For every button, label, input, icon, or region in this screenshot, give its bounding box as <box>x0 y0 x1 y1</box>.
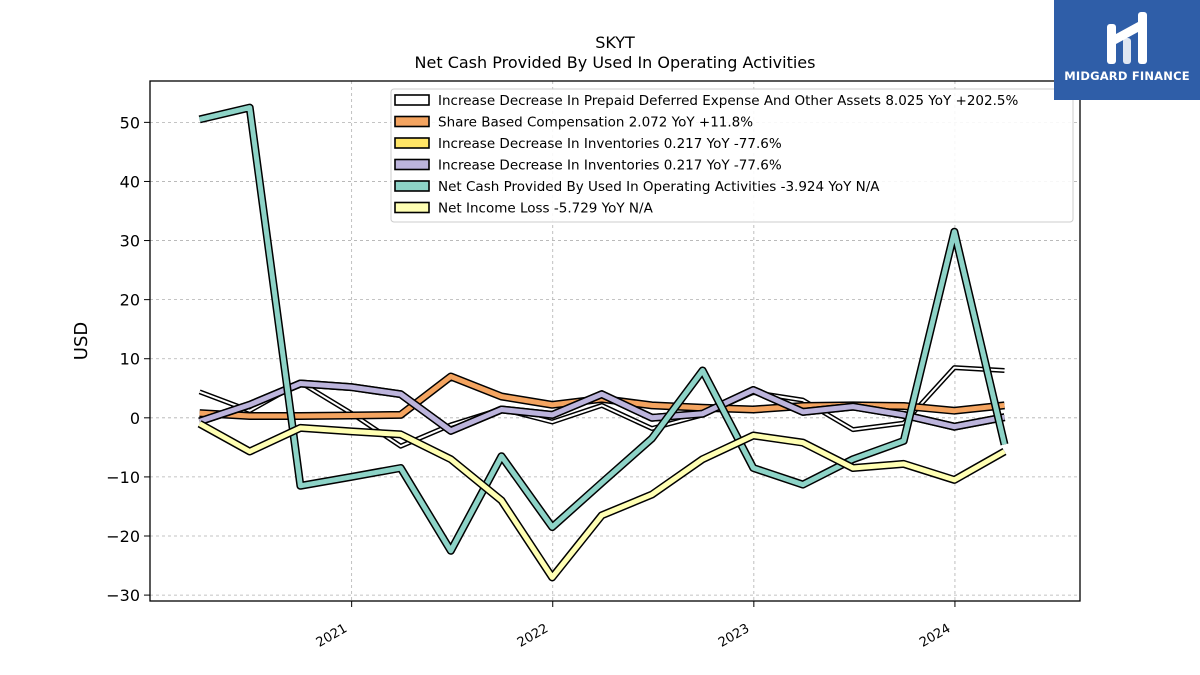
series-lines <box>197 103 1009 582</box>
x-tick-label: 2021 <box>314 621 350 651</box>
brand-logo: MIDGARD FINANCE <box>1054 0 1200 100</box>
legend-swatch <box>394 201 430 214</box>
legend-label: Increase Decrease In Inventories 0.217 Y… <box>438 158 782 174</box>
series-line-4 <box>199 105 1007 554</box>
x-tick-label: 2023 <box>716 621 752 651</box>
y-tick-label: 30 <box>120 232 140 251</box>
legend-label: Net Income Loss -5.729 YoY N/A <box>438 201 654 217</box>
y-tick-label: −20 <box>106 527 140 546</box>
y-tick-label: −10 <box>106 468 140 487</box>
x-tick-label: 2022 <box>515 621 551 651</box>
legend-box <box>390 88 1074 223</box>
y-tick-label: −30 <box>106 586 140 605</box>
brand-name: MIDGARD FINANCE <box>1064 69 1190 83</box>
chart-title: SKYT <box>595 33 635 52</box>
y-tick-label: 50 <box>120 113 140 132</box>
plot-frame <box>149 80 1081 602</box>
legend-label: Increase Decrease In Prepaid Deferred Ex… <box>438 93 1018 109</box>
y-tick-label: 0 <box>130 409 140 428</box>
legend-swatch <box>394 158 430 171</box>
x-tick-label: 2024 <box>917 621 953 651</box>
y-tick-label: 20 <box>120 291 140 310</box>
legend-swatch <box>394 94 430 106</box>
chart-subtitle: Net Cash Provided By Used In Operating A… <box>415 53 816 72</box>
legend-swatch <box>394 137 430 149</box>
legend: Increase Decrease In Prepaid Deferred Ex… <box>390 88 1074 223</box>
series-line-0 <box>199 366 1005 448</box>
y-tick-label: 10 <box>120 350 140 369</box>
y-tick-label: 40 <box>120 172 140 191</box>
brand-mark-icon <box>1107 12 1147 64</box>
series-line-5 <box>198 421 1006 580</box>
legend-swatch <box>394 115 430 128</box>
legend-label: Net Cash Provided By Used In Operating A… <box>438 179 880 195</box>
series-line-3 <box>198 381 1005 434</box>
legend-swatch <box>394 180 430 192</box>
legend-label: Increase Decrease In Inventories 0.217 Y… <box>438 136 782 152</box>
legend-label: Share Based Compensation 2.072 YoY +11.8… <box>438 115 753 131</box>
y-axis-label: USD <box>71 322 92 360</box>
